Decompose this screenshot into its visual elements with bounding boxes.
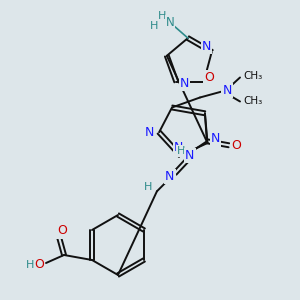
Text: N: N bbox=[211, 133, 220, 146]
Text: N: N bbox=[174, 141, 183, 154]
Text: H: H bbox=[26, 260, 34, 270]
Text: N: N bbox=[202, 40, 212, 53]
Text: O: O bbox=[204, 71, 214, 84]
Text: H: H bbox=[150, 21, 158, 31]
Text: N: N bbox=[144, 126, 154, 139]
Text: CH₃: CH₃ bbox=[243, 97, 262, 106]
Text: O: O bbox=[231, 139, 241, 152]
Text: N: N bbox=[165, 170, 175, 183]
Text: O: O bbox=[34, 259, 44, 272]
Text: CH₃: CH₃ bbox=[243, 71, 262, 82]
Text: H: H bbox=[144, 182, 152, 192]
Text: H: H bbox=[177, 146, 185, 156]
Text: H: H bbox=[158, 11, 166, 21]
Text: N: N bbox=[185, 149, 195, 162]
Text: N: N bbox=[179, 77, 189, 90]
Text: O: O bbox=[57, 224, 67, 238]
Text: N: N bbox=[222, 84, 232, 97]
Text: N: N bbox=[166, 16, 174, 28]
